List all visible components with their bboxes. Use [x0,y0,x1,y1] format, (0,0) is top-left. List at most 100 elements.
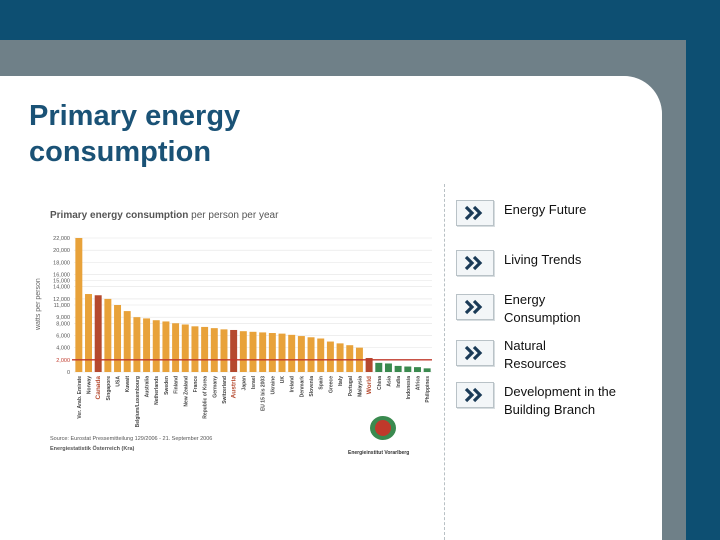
double-chevron-icon [456,382,494,408]
bar [365,357,373,372]
bar [384,363,392,372]
y-tick-label: 15,000 [53,279,70,285]
y-tick-label: 12,000 [53,297,70,303]
frame-grey-right-band [662,40,686,540]
x-tick-label: Norway [87,376,93,394]
y-tick-label: 6,000 [56,333,70,339]
x-tick-label: Malaysia [357,376,363,397]
x-tick-label: Africa [415,376,421,390]
frame-top-band [0,0,720,40]
x-tick-label: Portugal [348,375,354,396]
bar [191,326,199,372]
bar [317,338,325,372]
bar [336,343,344,372]
bar [201,326,209,372]
x-tick-label: Australia [145,376,151,398]
content-panel-corner [590,76,662,140]
x-tick-label: Ver. Arab. Emirate [77,376,83,419]
y-tick-label: 18,000 [53,260,70,266]
bar [288,334,296,372]
x-tick-label: Republic of Korea [203,376,209,419]
bar [394,365,402,372]
page-title: Primary energy consumption [29,100,241,168]
bar [143,318,151,372]
nav-item-energy-consumption[interactable]: Energy Consumption [456,290,656,327]
x-tick-label: Slovenia [309,376,315,397]
x-tick-label: Israel [251,375,257,389]
logo-center [375,420,391,436]
x-tick-label: New Zealand [183,376,189,407]
nav-item-development-building-branch[interactable]: Development in the Building Branch [456,382,656,419]
bar [346,345,354,372]
bar [220,329,228,372]
nav-item-natural-resources[interactable]: Natural Resources [456,336,656,373]
frame-right-band [686,0,720,540]
x-tick-label: UK [280,376,286,384]
double-chevron-icon [456,294,494,320]
bar [326,341,334,372]
bar [423,368,431,372]
x-tick-label: Austria [231,376,238,399]
bar [297,336,305,372]
bar [94,295,102,372]
x-tick-label: Finland [174,376,180,394]
y-tick-label: 8,000 [56,321,70,327]
vertical-divider [444,184,445,540]
y-tick-label: 16,000 [53,273,70,279]
nav-item-energy-future[interactable]: Energy Future [456,200,656,226]
nav-label: Energy Future [504,202,587,217]
bar [375,362,383,372]
x-tick-label: China [377,376,383,390]
bar [249,331,257,372]
bar [181,324,189,372]
y-tick-label: 9,000 [56,315,70,321]
x-tick-label: Singapore [106,376,112,401]
double-chevron-icon [456,340,494,366]
bar [404,366,412,372]
bar [152,320,160,372]
x-tick-label: USA [116,376,122,387]
bar [230,329,238,372]
nav-label: Living Trends [504,252,582,267]
bar [414,367,421,372]
y-tick-label: 4,000 [56,346,70,352]
x-tick-label: Ireland [290,376,296,392]
bar [75,238,83,372]
chart-title: Primary energy consumption per person pe… [50,210,279,221]
chart-source-2: Energiestatistik Österreich (Kra) [50,445,135,452]
x-tick-label: Kuwait [125,376,131,393]
bar [123,311,131,372]
x-tick-label: Switzerland [222,376,228,404]
nav-item-living-trends[interactable]: Living Trends [456,250,656,276]
double-chevron-icon [456,200,494,226]
chart-source: Source: Eurostat Pressemitteilung 129/20… [50,436,212,442]
x-tick-label: Japan [241,376,247,390]
x-tick-label: France [193,376,199,393]
x-tick-label: Denmark [299,376,305,398]
nav-label: Development in the Building Branch [504,384,617,417]
energy-chart: Primary energy consumption per person pe… [35,210,432,456]
bar [239,331,247,372]
nav-label: Energy Consumption [504,292,581,325]
x-tick-label: Asia [386,376,392,387]
x-tick-label: Spain [319,376,325,390]
bar [307,337,315,372]
bar [104,298,112,372]
double-chevron-icon [456,250,494,276]
bar [114,305,122,372]
x-tick-label: EU 15 bis 2003 [261,376,267,411]
x-tick-label: World [366,376,373,394]
x-tick-label: Sweden [164,376,170,395]
x-tick-label: Canada [95,376,102,400]
x-tick-label: Indonesia [406,376,412,400]
x-tick-label: Ukraine [270,376,276,395]
bar [172,323,180,372]
chart-subtitle: per person per year [191,210,279,221]
y-tick-label: 20,000 [53,248,70,254]
bar [268,333,276,372]
bar [278,333,286,372]
bar [259,332,267,372]
x-tick-label: Belgium/Luxembourg [135,376,141,427]
bar [133,317,141,372]
